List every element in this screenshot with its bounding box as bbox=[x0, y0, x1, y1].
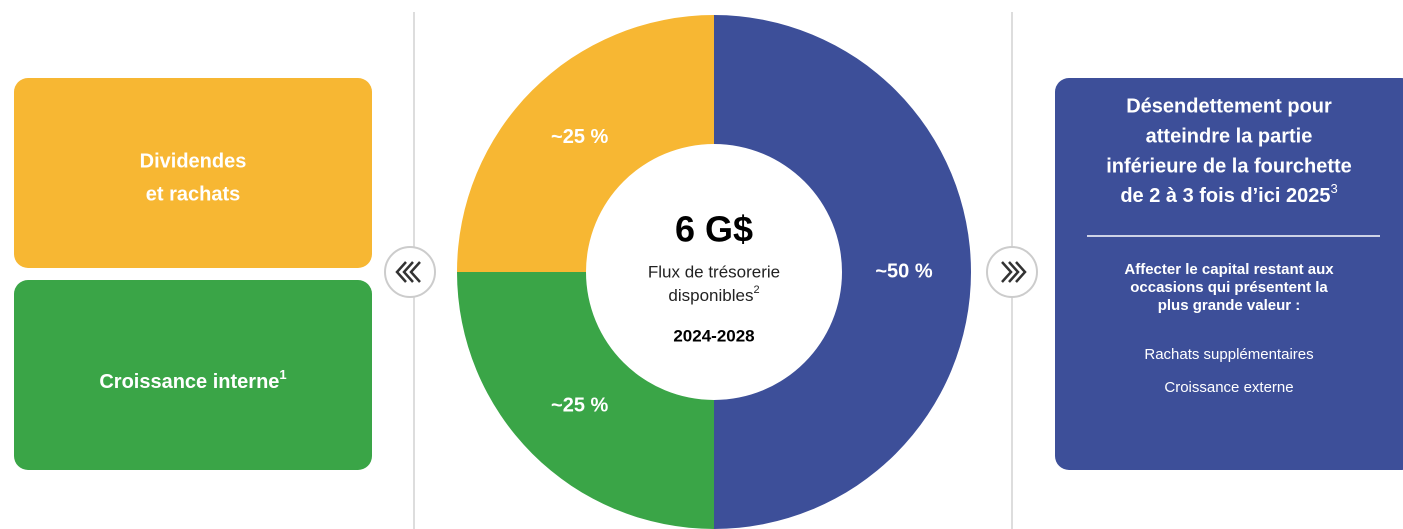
donut-slice bbox=[457, 15, 714, 272]
box-text: Croissance interne1 bbox=[99, 367, 286, 393]
box-item: Rachats supplémentaires bbox=[1144, 346, 1313, 363]
donut-slice bbox=[714, 15, 971, 529]
box-item: Croissance externe bbox=[1164, 379, 1293, 396]
box-text: et rachats bbox=[146, 183, 241, 205]
slice-label: ~25 % bbox=[551, 395, 608, 417]
chevron-right bbox=[1001, 261, 1027, 283]
box-text: Croissance interne bbox=[99, 371, 279, 393]
center-title: 6 G$ bbox=[675, 209, 753, 250]
slice-label: ~25 % bbox=[551, 126, 608, 148]
dividends-box bbox=[14, 78, 372, 268]
donut-slice bbox=[457, 272, 714, 529]
deleveraging-box bbox=[1055, 78, 1403, 470]
growth-box bbox=[14, 280, 372, 470]
box-heading: de 2 à 3 fois d’ici 2025 bbox=[1120, 185, 1330, 207]
box-intro: plus grande valeur : bbox=[1158, 297, 1301, 314]
center-line: Flux de trésorerie bbox=[648, 262, 780, 281]
box-heading: inférieure de la fourchette bbox=[1106, 155, 1352, 177]
center-line: disponibles2 bbox=[668, 284, 759, 306]
box-heading: de 2 à 3 fois d’ici 20253 bbox=[1120, 181, 1337, 207]
box-intro: Affecter le capital restant aux bbox=[1124, 261, 1334, 278]
box-heading: atteindre la partie bbox=[1146, 125, 1313, 147]
box-intro: occasions qui présentent la bbox=[1130, 279, 1328, 296]
superscript: 3 bbox=[1330, 181, 1337, 196]
center-line: disponibles bbox=[668, 286, 753, 305]
donut bbox=[457, 15, 971, 529]
superscript: 2 bbox=[753, 284, 759, 296]
slice-label: ~50 % bbox=[875, 260, 932, 282]
box-text: Dividendes bbox=[140, 150, 247, 172]
center-period: 2024-2028 bbox=[673, 326, 754, 345]
superscript: 1 bbox=[279, 367, 286, 382]
chevron-left bbox=[395, 261, 421, 283]
box-heading: Désendettement pour bbox=[1126, 95, 1332, 117]
